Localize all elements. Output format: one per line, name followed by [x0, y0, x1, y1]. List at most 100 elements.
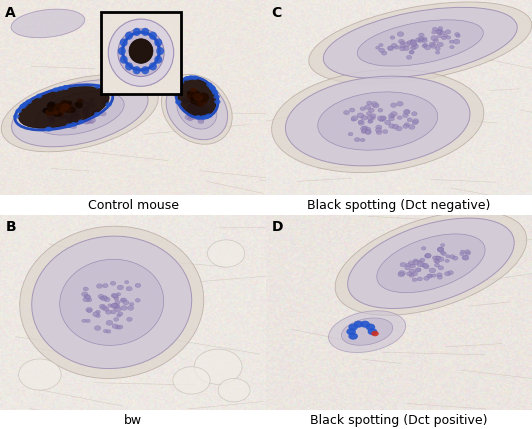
Circle shape [89, 121, 94, 124]
Circle shape [199, 93, 209, 100]
Circle shape [420, 263, 426, 267]
Circle shape [53, 110, 62, 117]
Circle shape [173, 91, 179, 96]
Circle shape [190, 89, 197, 94]
Circle shape [114, 307, 121, 311]
Circle shape [74, 111, 79, 114]
Ellipse shape [166, 79, 228, 140]
Circle shape [391, 43, 397, 48]
Circle shape [400, 41, 404, 44]
Circle shape [120, 39, 128, 47]
Circle shape [19, 359, 61, 390]
Circle shape [118, 325, 123, 329]
Circle shape [194, 103, 198, 106]
Text: A: A [5, 6, 16, 20]
Circle shape [85, 295, 91, 299]
Circle shape [423, 265, 429, 269]
Circle shape [359, 120, 363, 124]
Ellipse shape [19, 86, 109, 128]
Circle shape [187, 91, 195, 97]
Circle shape [66, 117, 72, 121]
Circle shape [188, 105, 194, 109]
Circle shape [188, 117, 193, 121]
Circle shape [417, 277, 422, 281]
Circle shape [361, 115, 368, 120]
Circle shape [96, 111, 101, 115]
Circle shape [57, 86, 64, 91]
Circle shape [189, 97, 194, 101]
Circle shape [194, 101, 200, 106]
Circle shape [48, 117, 54, 121]
Circle shape [193, 105, 198, 109]
Circle shape [394, 45, 399, 49]
Circle shape [365, 130, 371, 134]
Circle shape [371, 102, 377, 106]
Text: B: B [5, 221, 16, 234]
Circle shape [199, 109, 206, 114]
Circle shape [62, 85, 69, 90]
Circle shape [101, 296, 107, 301]
Circle shape [460, 252, 464, 256]
Circle shape [66, 115, 73, 120]
Circle shape [112, 324, 118, 329]
Circle shape [55, 103, 63, 109]
Circle shape [82, 319, 86, 323]
Circle shape [381, 117, 386, 120]
Circle shape [367, 101, 372, 105]
Circle shape [202, 110, 206, 114]
Circle shape [423, 43, 428, 47]
Circle shape [417, 262, 424, 267]
Circle shape [111, 310, 116, 314]
Circle shape [438, 266, 444, 270]
Circle shape [418, 260, 422, 263]
Circle shape [438, 247, 443, 251]
Circle shape [194, 105, 199, 109]
Circle shape [358, 121, 364, 125]
Circle shape [366, 127, 371, 131]
Circle shape [344, 110, 350, 115]
Circle shape [403, 110, 410, 114]
Circle shape [431, 274, 436, 277]
Circle shape [351, 118, 356, 121]
Circle shape [190, 101, 196, 106]
Circle shape [105, 310, 111, 314]
Circle shape [78, 99, 85, 104]
Circle shape [62, 115, 68, 118]
Circle shape [410, 264, 415, 268]
Circle shape [196, 106, 201, 110]
Circle shape [193, 97, 200, 102]
Circle shape [80, 100, 86, 104]
Circle shape [60, 103, 69, 109]
Circle shape [191, 105, 196, 109]
Circle shape [202, 108, 207, 112]
Circle shape [193, 94, 200, 98]
Circle shape [117, 314, 121, 317]
Circle shape [409, 124, 415, 130]
Circle shape [207, 240, 245, 267]
Circle shape [435, 260, 439, 263]
Circle shape [411, 40, 416, 44]
Circle shape [435, 47, 440, 51]
Circle shape [196, 104, 202, 108]
Circle shape [192, 95, 201, 102]
Circle shape [423, 276, 429, 281]
Circle shape [13, 114, 20, 119]
Circle shape [202, 112, 207, 116]
Circle shape [19, 104, 26, 109]
Circle shape [388, 124, 395, 128]
Circle shape [195, 115, 202, 120]
Circle shape [354, 321, 363, 328]
Circle shape [194, 91, 200, 95]
Circle shape [117, 293, 121, 296]
Circle shape [111, 303, 118, 308]
Circle shape [104, 297, 110, 302]
Circle shape [101, 305, 107, 310]
Circle shape [190, 88, 197, 93]
Circle shape [63, 105, 68, 109]
Circle shape [443, 34, 447, 37]
Circle shape [184, 76, 190, 81]
Circle shape [192, 94, 200, 100]
Circle shape [142, 28, 149, 36]
Circle shape [406, 272, 412, 276]
Circle shape [198, 119, 204, 124]
